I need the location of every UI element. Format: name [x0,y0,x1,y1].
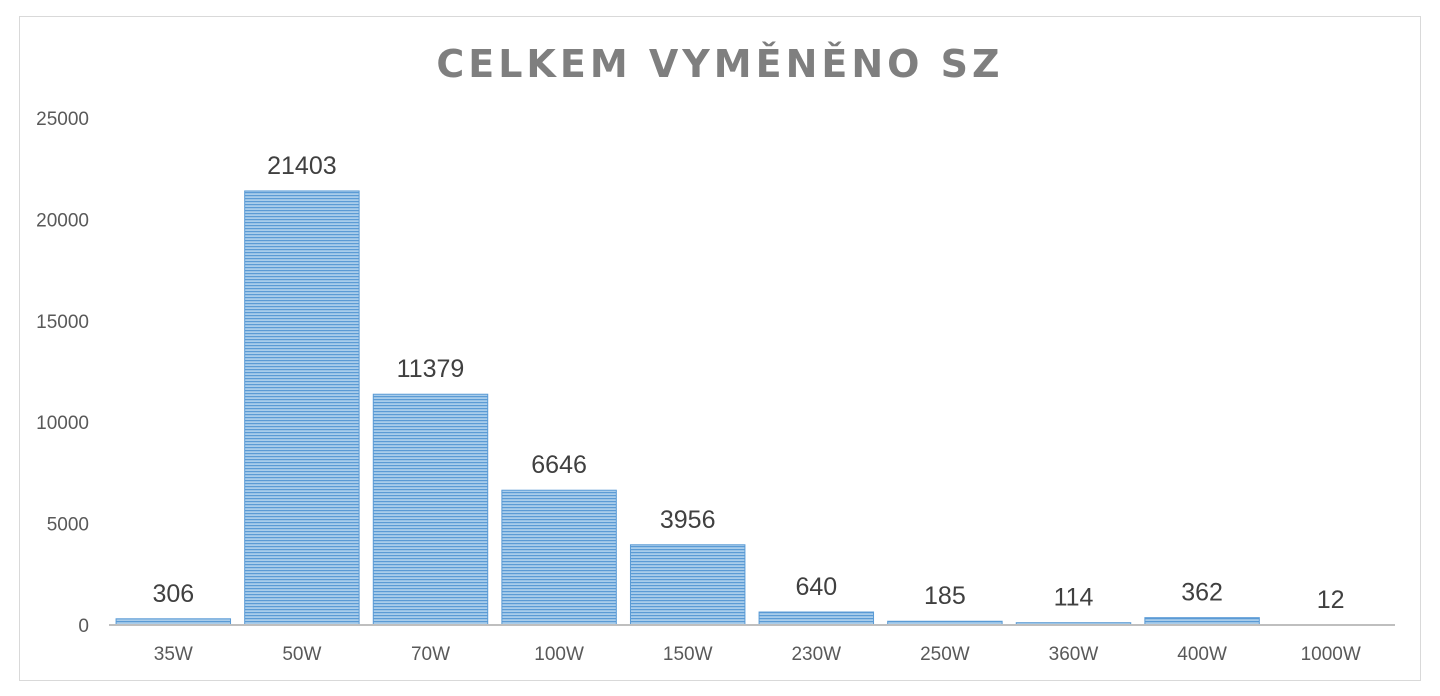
data-label-100W: 6646 [531,451,587,479]
data-label-400W: 362 [1181,579,1223,607]
x-tick-label-1000W: 1000W [1301,644,1361,665]
x-axis: 35W 50W 70W 100W 150W 230W 250W 360W 400W 1000W [154,644,1361,665]
y-axis: 0 5000 10000 15000 20000 25000 [36,109,89,637]
data-label-1000W: 12 [1317,586,1345,614]
data-label-360W: 114 [1054,584,1094,612]
x-tick-label-70W: 70W [411,644,450,665]
bar-50W [244,190,360,626]
x-tick-label-50W: 50W [282,644,321,665]
bar-series [115,190,1389,626]
x-tick-label-150W: 150W [663,644,713,665]
y-tick-label: 20000 [36,210,89,231]
bar-70W [372,393,489,626]
data-label-230W: 640 [795,573,837,601]
bar-100W [501,489,617,626]
bar-150W [629,544,746,626]
data-label-250W: 185 [924,582,966,610]
data-labels: 306 21403 11379 6646 3956 640 185 114 362 12 [152,152,1344,614]
x-tick-label-250W: 250W [920,644,970,665]
bar-400W [1144,617,1260,626]
y-tick-label: 10000 [36,413,89,434]
data-label-150W: 3956 [660,506,716,534]
x-tick-label-400W: 400W [1177,644,1227,665]
x-tick-label-230W: 230W [791,644,841,665]
bar-230W [758,611,875,626]
y-tick-label: 15000 [36,312,89,333]
chart-title: CELKEM VYMĚNĚNO SZ [436,42,1003,86]
x-tick-label-35W: 35W [154,644,193,665]
y-tick-label: 25000 [36,109,89,130]
data-label-35W: 306 [152,580,194,608]
data-label-70W: 11379 [397,355,465,383]
data-label-50W: 21403 [267,152,337,180]
x-tick-label-100W: 100W [534,644,584,665]
y-tick-label: 5000 [47,515,89,536]
x-tick-label-360W: 360W [1049,644,1099,665]
y-tick-label: 0 [78,616,89,637]
